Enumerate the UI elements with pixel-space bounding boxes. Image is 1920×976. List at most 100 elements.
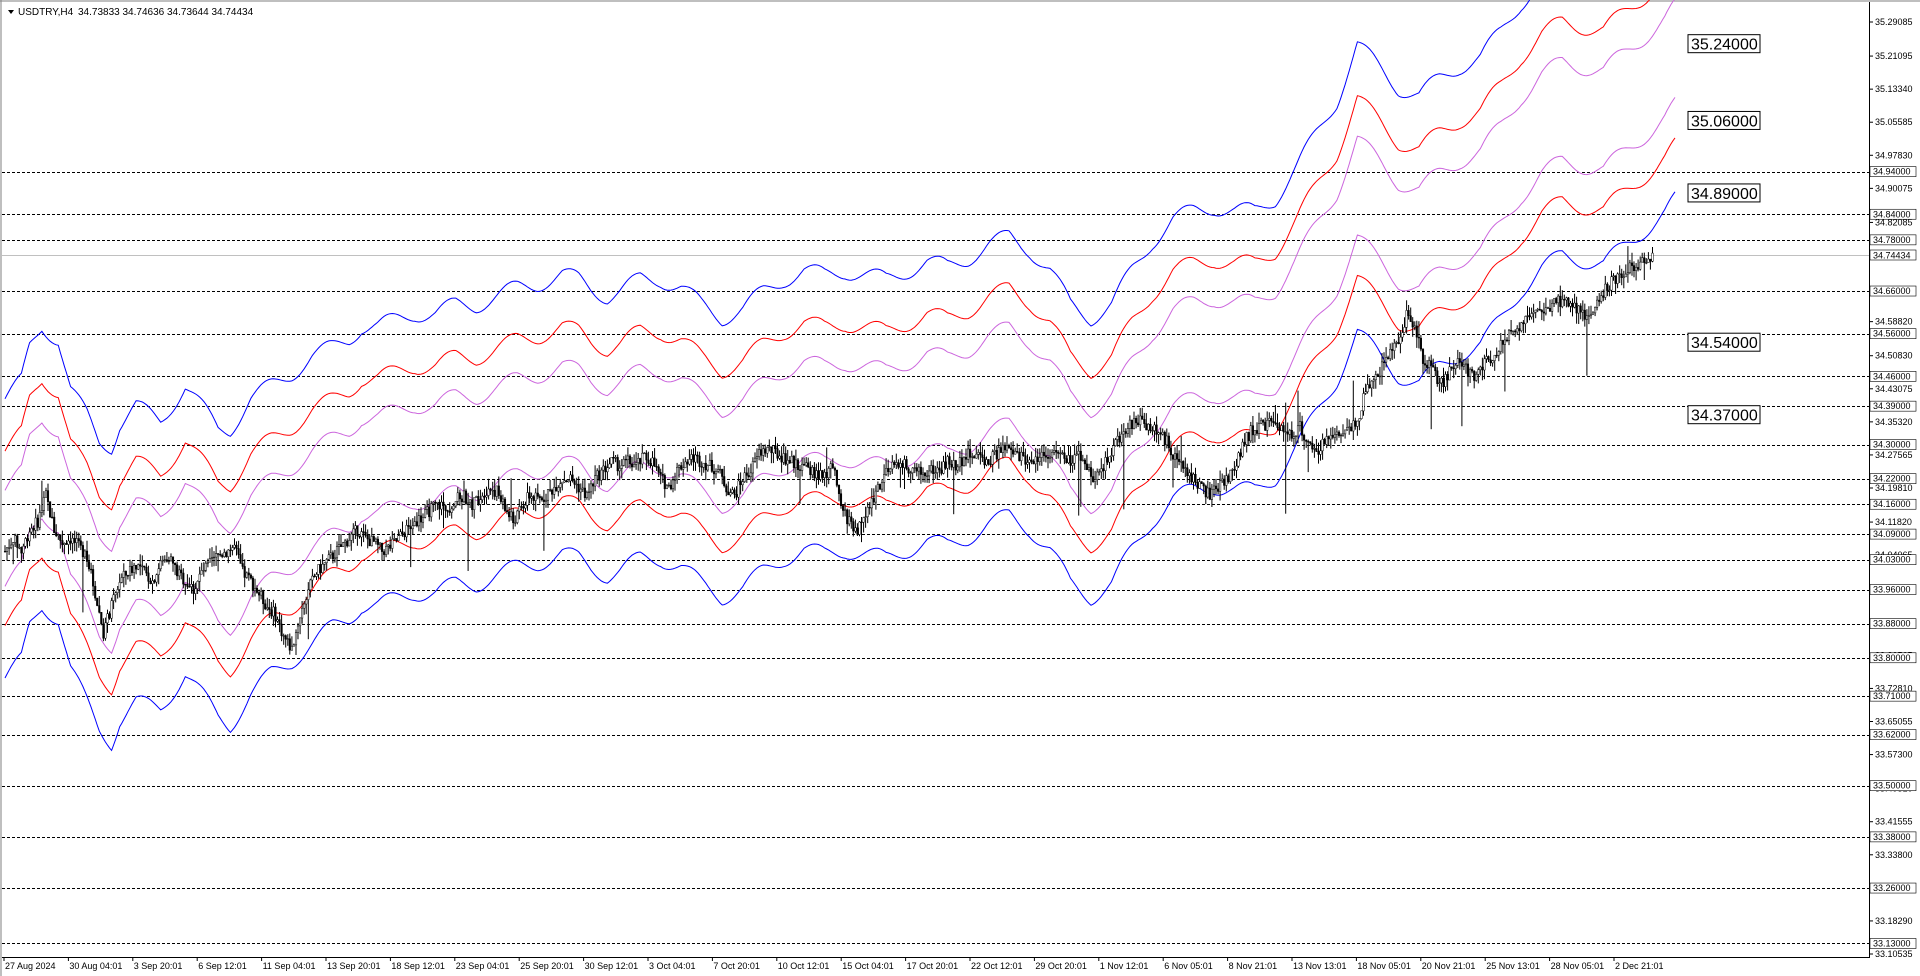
candle-body bbox=[850, 516, 853, 522]
candle-body bbox=[403, 533, 406, 538]
candle-body bbox=[1186, 467, 1189, 477]
candle-body bbox=[1073, 454, 1076, 464]
candle-body bbox=[620, 465, 623, 469]
candle-body bbox=[286, 638, 289, 640]
x-tick-label: 10 Oct 12:01 bbox=[778, 961, 830, 971]
candle-body bbox=[370, 536, 373, 547]
candle-body bbox=[1483, 358, 1486, 371]
candle-body bbox=[1503, 339, 1506, 345]
candle-body bbox=[1257, 422, 1261, 434]
candle-body bbox=[813, 467, 816, 479]
x-tick-label: 22 Oct 12:01 bbox=[971, 961, 1023, 971]
candle-body bbox=[352, 528, 355, 535]
projection-box[interactable] bbox=[1687, 34, 1761, 54]
candle-body bbox=[1260, 420, 1263, 424]
candle-body bbox=[1046, 456, 1050, 459]
candle-body bbox=[678, 465, 681, 468]
candle-body bbox=[702, 462, 705, 468]
candle-body bbox=[307, 589, 310, 600]
level-price-tag-label: 34.66000 bbox=[1873, 286, 1911, 296]
candle-body bbox=[633, 464, 636, 468]
candle-body bbox=[290, 645, 293, 651]
candle-body bbox=[768, 446, 771, 448]
candle-body bbox=[960, 457, 963, 467]
level-price-tag bbox=[1869, 831, 1917, 843]
candle-body bbox=[1075, 453, 1078, 456]
candle-body bbox=[641, 452, 644, 465]
candle-body bbox=[344, 540, 347, 543]
candle-body bbox=[803, 463, 806, 466]
candle-body bbox=[669, 484, 673, 490]
level-price-tag-label: 34.56000 bbox=[1873, 329, 1911, 339]
candle-body bbox=[63, 543, 66, 545]
level-price-tag bbox=[1869, 652, 1917, 664]
candle-body bbox=[1247, 432, 1250, 442]
candle-body bbox=[348, 540, 351, 547]
candle-body bbox=[323, 562, 326, 565]
candle-body bbox=[1628, 262, 1631, 273]
projection-box[interactable] bbox=[1687, 110, 1761, 130]
band-line-violet[interactable] bbox=[4, 0, 1675, 553]
candle-body bbox=[907, 468, 910, 474]
candle-body bbox=[319, 564, 322, 573]
band-line-violet-low[interactable] bbox=[4, 97, 1676, 655]
candle-body bbox=[967, 448, 970, 460]
candle-body bbox=[1559, 295, 1562, 307]
candle-body bbox=[592, 483, 595, 487]
candle-body bbox=[1417, 336, 1420, 339]
candle-body bbox=[282, 635, 285, 637]
x-tick-label: 8 Nov 21:01 bbox=[1229, 961, 1278, 971]
candle-body bbox=[180, 569, 183, 574]
level-price-tag bbox=[1869, 618, 1917, 629]
candle-body bbox=[817, 470, 820, 480]
candle-body bbox=[161, 560, 164, 562]
projection-box[interactable] bbox=[1687, 183, 1761, 203]
candle-body bbox=[676, 467, 679, 481]
y-tick-label: 34.50830 bbox=[1875, 351, 1913, 361]
projection-box[interactable] bbox=[1687, 332, 1761, 352]
candle-body bbox=[919, 466, 922, 475]
band-line-red[interactable] bbox=[4, 0, 1675, 511]
y-tick-label: 33.72810 bbox=[1875, 683, 1913, 693]
candle-body bbox=[270, 609, 273, 617]
band-line-blue[interactable] bbox=[4, 0, 1675, 455]
projection-box[interactable] bbox=[1687, 405, 1761, 425]
level-price-tag-label: 33.13000 bbox=[1873, 938, 1911, 948]
candle-body bbox=[1061, 452, 1064, 454]
candle-body bbox=[1487, 356, 1490, 361]
candle-body bbox=[712, 471, 716, 475]
candle-body bbox=[870, 498, 873, 509]
candle-body bbox=[1430, 360, 1433, 366]
candle-body bbox=[1358, 418, 1361, 422]
candle-body bbox=[630, 463, 634, 468]
candle-body bbox=[1448, 366, 1451, 381]
candle-body bbox=[964, 457, 968, 460]
candle-body bbox=[747, 475, 750, 478]
candle-body bbox=[266, 607, 269, 610]
candle-body bbox=[1540, 310, 1543, 313]
candle-body bbox=[798, 469, 802, 471]
level-price-tag bbox=[1869, 498, 1917, 510]
candle-body bbox=[1471, 369, 1474, 372]
chevron-down-icon[interactable] bbox=[8, 10, 14, 14]
candle-body bbox=[555, 487, 558, 492]
candle-body bbox=[1464, 363, 1468, 366]
candle-body bbox=[317, 564, 320, 575]
projection-label: 34.89000 bbox=[1691, 186, 1758, 203]
candle-body bbox=[1184, 467, 1187, 469]
candle-body bbox=[137, 564, 140, 570]
candle-body bbox=[321, 563, 324, 573]
band-line-blue-low[interactable] bbox=[4, 191, 1676, 752]
candle-body bbox=[485, 495, 488, 498]
candle-body bbox=[534, 492, 537, 501]
candle-body bbox=[508, 511, 511, 518]
candle-body bbox=[575, 483, 578, 486]
candle-body bbox=[1239, 452, 1242, 457]
candle-body bbox=[106, 613, 109, 624]
envelope-bands bbox=[4, 0, 1676, 752]
candle-body bbox=[354, 525, 357, 530]
candle-body bbox=[178, 569, 181, 577]
candle-body bbox=[393, 538, 396, 540]
candle-body bbox=[829, 463, 832, 469]
